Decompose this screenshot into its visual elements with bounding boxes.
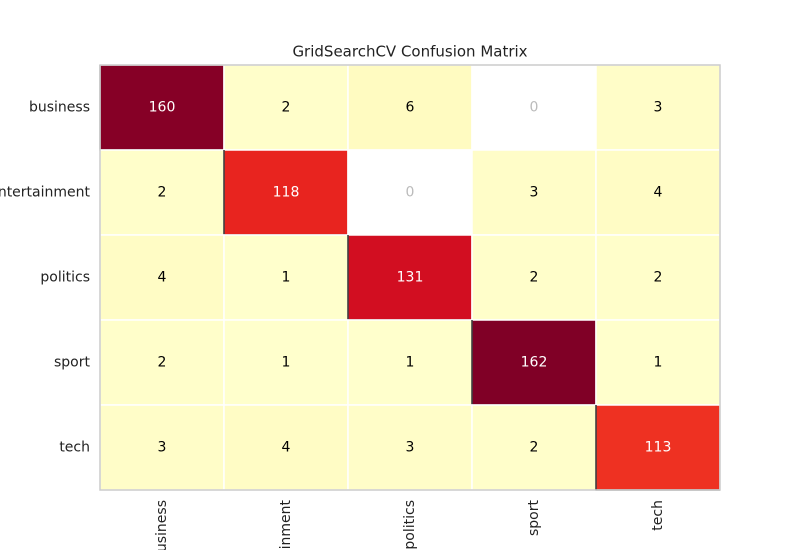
cell-label: 2 bbox=[158, 355, 167, 371]
cell-label: 1 bbox=[654, 355, 663, 371]
heatmap-cell bbox=[223, 319, 349, 406]
y-tick-label: entertainment bbox=[0, 185, 91, 201]
cell-label: 3 bbox=[158, 440, 167, 456]
heatmap-cell bbox=[99, 149, 225, 236]
cell-label: 1 bbox=[282, 355, 291, 371]
y-tick-label: tech bbox=[59, 440, 90, 456]
x-tick-label: business bbox=[154, 500, 170, 550]
y-tick-label: politics bbox=[40, 270, 90, 286]
cell-label: 162 bbox=[521, 355, 548, 371]
heatmap-cell bbox=[223, 64, 349, 151]
heatmap-cell bbox=[223, 404, 349, 491]
heatmap-cell bbox=[595, 404, 721, 491]
heatmap-cell bbox=[99, 234, 225, 321]
cell-label: 1 bbox=[406, 355, 415, 371]
heatmap-cell bbox=[347, 319, 473, 406]
cell-label: 3 bbox=[530, 185, 539, 201]
x-tick-label: entertainment bbox=[278, 499, 294, 550]
cell-label: 131 bbox=[397, 270, 424, 286]
cell-label: 2 bbox=[654, 270, 663, 286]
cell-label: 0 bbox=[406, 185, 415, 201]
cell-label: 3 bbox=[406, 440, 415, 456]
cell-label: 118 bbox=[273, 185, 300, 201]
heatmap-cell bbox=[99, 64, 225, 151]
y-tick-label: sport bbox=[54, 355, 91, 371]
heatmap-cell bbox=[595, 149, 721, 236]
x-tick-label: tech bbox=[650, 500, 666, 531]
cell-label: 0 bbox=[530, 100, 539, 116]
plot-border bbox=[99, 64, 721, 491]
cell-label: 2 bbox=[158, 185, 167, 201]
heatmap-cell bbox=[99, 319, 225, 406]
heatmap-cell bbox=[471, 234, 597, 321]
cell-label: 2 bbox=[530, 270, 539, 286]
cell-label: 1 bbox=[282, 270, 291, 286]
heatmap-cell bbox=[347, 234, 473, 321]
cell-label: 160 bbox=[149, 100, 176, 116]
heatmap-cell bbox=[595, 319, 721, 406]
cell-label: 4 bbox=[282, 440, 291, 456]
cell-label: 3 bbox=[654, 100, 663, 116]
x-tick-label: sport bbox=[526, 499, 542, 536]
cell-label: 4 bbox=[654, 185, 663, 201]
cell-label: 113 bbox=[645, 440, 672, 456]
x-tick-label: politics bbox=[402, 500, 418, 550]
cell-label: 4 bbox=[158, 270, 167, 286]
cell-label: 2 bbox=[282, 100, 291, 116]
cell-label: 2 bbox=[530, 440, 539, 456]
heatmap-cell bbox=[223, 234, 349, 321]
chart-title: GridSearchCV Confusion Matrix bbox=[292, 43, 527, 61]
heatmap-cell bbox=[471, 404, 597, 491]
y-tick-label: business bbox=[29, 100, 90, 116]
heatmap-cell bbox=[595, 234, 721, 321]
cell-label: 6 bbox=[406, 100, 415, 116]
